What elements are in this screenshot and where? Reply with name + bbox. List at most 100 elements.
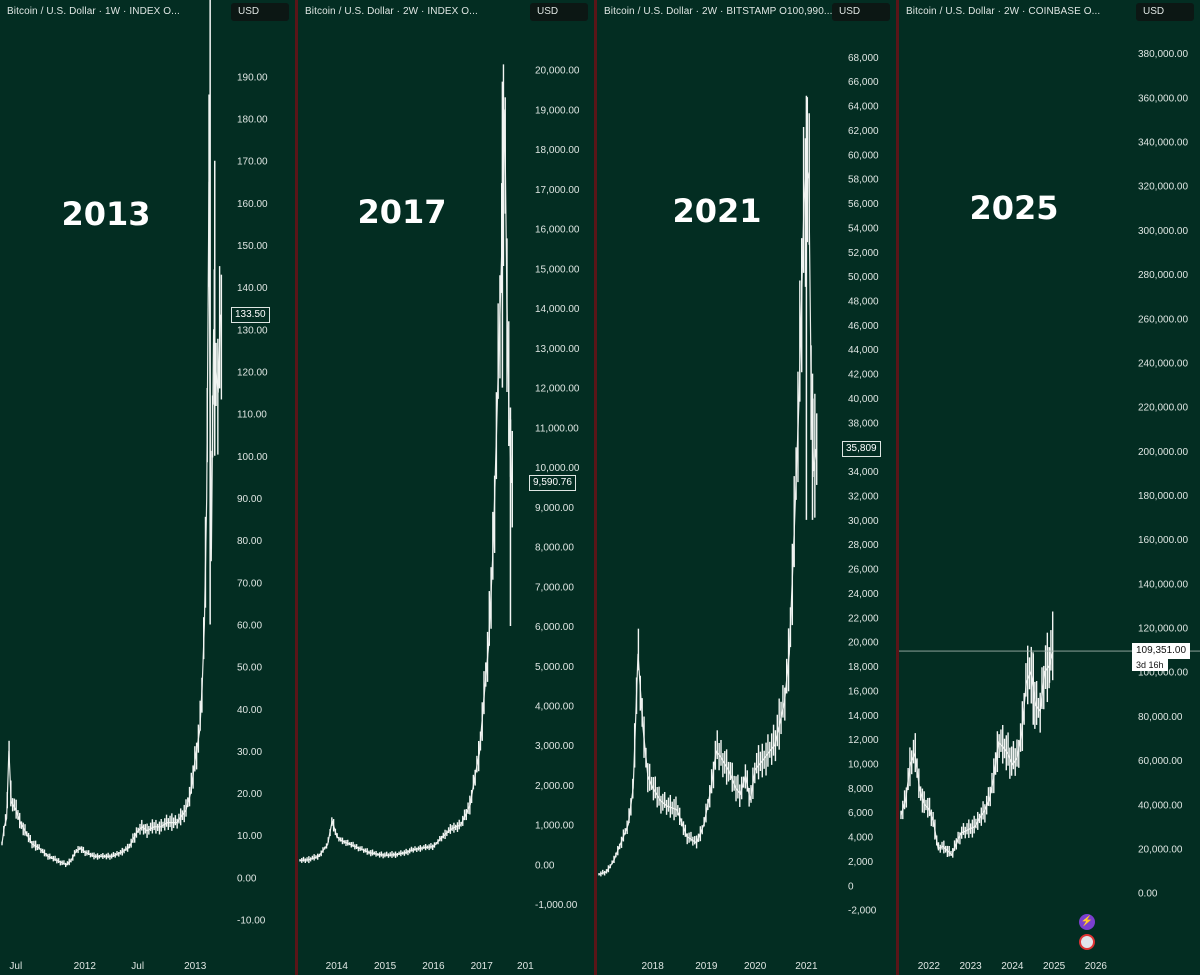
chart-panel-2021: -2,000 0 2,000 4,000 6,000 8,000 10,000 12,000 1…: [597, 0, 896, 975]
y-tick-label: 64,000: [848, 102, 879, 113]
y-tick-label: 3,000.00: [535, 741, 574, 752]
y-tick-label: 0.00: [535, 860, 555, 871]
panel-divider: [295, 0, 298, 975]
y-tick-label: 68,000: [848, 53, 879, 64]
y-tick-label: 0: [848, 881, 854, 892]
currency-selector[interactable]: USD: [231, 3, 289, 21]
y-tick-label: 19,000.00: [535, 105, 580, 116]
y-tick-label: 180.00: [237, 115, 268, 126]
x-tick-label: 2012: [74, 961, 97, 972]
y-tick-label: 62,000: [848, 126, 879, 137]
chart-header-title[interactable]: Bitcoin / U.S. Dollar · 1W · INDEX O...: [7, 6, 180, 17]
x-tick-label: 2014: [326, 961, 349, 972]
price-line: [598, 166, 817, 875]
bar-countdown-label: 3d 16h: [1132, 659, 1168, 672]
y-tick-label: 5,000.00: [535, 662, 574, 673]
last-price-label: 133.50: [231, 306, 270, 323]
x-tick-label: 2021: [795, 961, 818, 972]
y-tick-label: 8,000.00: [535, 543, 574, 554]
y-tick-label: 40.00: [237, 705, 262, 716]
x-tick-label: 2018: [642, 961, 665, 972]
y-tick-label: 66,000: [848, 77, 879, 88]
y-tick-label: 40,000.00: [1138, 800, 1183, 811]
x-tick-label: 2015: [374, 961, 397, 972]
x-tick-label: 201: [517, 961, 534, 972]
y-tick-label: 50.00: [237, 663, 262, 674]
y-tick-label: 16,000.00: [535, 225, 580, 236]
y-tick-label: 120.00: [237, 367, 268, 378]
chart-header-title[interactable]: Bitcoin / U.S. Dollar · 2W · INDEX O...: [305, 6, 478, 17]
y-tick-label: 190.00: [237, 72, 268, 83]
year-annotation: 2025: [969, 189, 1059, 227]
y-tick-label: 38,000: [848, 418, 879, 429]
y-tick-label: 26,000: [848, 565, 879, 576]
chart-header-title[interactable]: Bitcoin / U.S. Dollar · 2W · BITSTAMP O1…: [604, 6, 836, 17]
y-tick-label: 260,000.00: [1138, 314, 1188, 325]
y-tick-label: 0.00: [237, 873, 257, 884]
x-tick-label: 2013: [184, 961, 207, 972]
y-tick-label: 360,000.00: [1138, 93, 1188, 104]
y-tick-label: 320,000.00: [1138, 182, 1188, 193]
y-tick-label: 340,000.00: [1138, 138, 1188, 149]
x-tick-label: Jul: [9, 961, 22, 972]
y-tick-label: 280,000.00: [1138, 270, 1188, 281]
chart-svg-2013: -10.00 0.00 10.00 20.00 30.00 40.00 50.00 60.00…: [1, 0, 268, 972]
y-tick-label: 44,000: [848, 345, 879, 356]
event-flash-icon[interactable]: ⚡: [1079, 914, 1095, 930]
y-tick-label: 9,000.00: [535, 503, 574, 514]
x-tick-label: 2017: [471, 961, 494, 972]
y-tick-label: 46,000: [848, 321, 879, 332]
y-tick-label: 58,000: [848, 175, 879, 186]
y-tick-label: 90.00: [237, 494, 262, 505]
y-tick-label: 60,000.00: [1138, 756, 1183, 767]
x-tick-label: Jul: [131, 961, 144, 972]
x-tick-label: 2023: [959, 961, 982, 972]
chart-header-title[interactable]: Bitcoin / U.S. Dollar · 2W · COINBASE O.…: [906, 6, 1101, 17]
y-tick-label: 16,000: [848, 686, 879, 697]
y-tick-label: 100.00: [237, 452, 268, 463]
y-tick-label: 22,000: [848, 613, 879, 624]
y-tick-label: 180,000.00: [1138, 491, 1188, 502]
y-tick-label: 4,000.00: [535, 701, 574, 712]
y-tick-label: 150.00: [237, 241, 268, 252]
chart-svg-2025: 0.00 20,000.00 40,000.00 60,000.00 80,000.00…: [899, 49, 1200, 972]
y-tick-label: 170.00: [237, 157, 268, 168]
currency-selector[interactable]: USD: [832, 3, 890, 21]
y-tick-label: 240,000.00: [1138, 358, 1188, 369]
y-tick-label: 15,000.00: [535, 264, 580, 275]
y-tick-label: 12,000: [848, 735, 879, 746]
y-tick-label: 7,000.00: [535, 582, 574, 593]
panel-divider: [594, 0, 597, 975]
y-tick-label: 20.00: [237, 789, 262, 800]
us-flag-event-icon[interactable]: [1079, 934, 1095, 950]
y-tick-label: -2,000: [848, 906, 877, 917]
y-tick-label: 12,000.00: [535, 384, 580, 395]
y-tick-label: 80.00: [237, 536, 262, 547]
y-tick-label: 20,000: [848, 638, 879, 649]
y-tick-label: 110.00: [237, 410, 267, 421]
y-tick-label: 70.00: [237, 578, 262, 589]
y-tick-label: 160,000.00: [1138, 535, 1188, 546]
y-tick-label: 60.00: [237, 620, 262, 631]
chart-svg-2017: -1,000.00 0.00 1,000.00 2,000.00 3,000.00 4,0…: [299, 64, 580, 972]
year-annotation: 2021: [672, 192, 762, 230]
y-tick-label: 1,000.00: [535, 821, 574, 832]
chart-svg-2021: -2,000 0 2,000 4,000 6,000 8,000 10,000 12,000 1…: [598, 53, 879, 972]
currency-selector[interactable]: USD: [530, 3, 588, 21]
x-tick-label: 2016: [422, 961, 445, 972]
y-tick-label: 80,000.00: [1138, 712, 1183, 723]
y-tick-label: 10,000.00: [535, 463, 580, 474]
y-tick-label: 2,000.00: [535, 781, 574, 792]
y-tick-label: 54,000: [848, 223, 879, 234]
y-tick-label: 20,000.00: [1138, 844, 1183, 855]
y-tick-label: 140.00: [237, 283, 268, 294]
currency-selector[interactable]: USD: [1136, 3, 1194, 21]
last-price-label: 109,351.00: [1132, 643, 1191, 660]
chart-panel-2013: -10.00 0.00 10.00 20.00 30.00 40.00 50.00 60.00…: [0, 0, 295, 975]
y-tick-label: 10.00: [237, 831, 262, 842]
x-tick-label: 2020: [744, 961, 767, 972]
y-tick-label: 100,000.00: [1138, 668, 1188, 679]
x-tick-label: 2022: [918, 961, 941, 972]
y-tick-label: 28,000: [848, 540, 879, 551]
